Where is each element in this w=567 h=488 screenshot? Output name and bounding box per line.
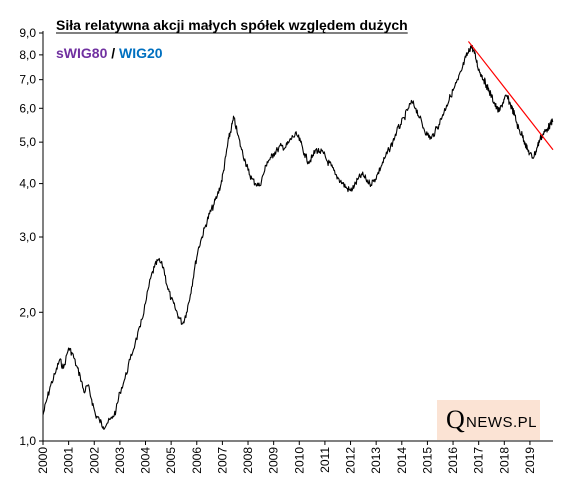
x-tick-label: 2013	[369, 447, 383, 474]
chart-title-group: Siła relatywna akcji małych spółek wzglę…	[56, 17, 408, 34]
y-tick-label: 9,0	[19, 26, 36, 40]
y-tick-label: 8,0	[19, 48, 36, 62]
x-tick-label: 2003	[113, 447, 127, 474]
legend-entry-0: sWIG80	[56, 45, 108, 61]
y-tick-label: 6,0	[19, 101, 36, 115]
x-tick-label: 2014	[395, 447, 409, 474]
x-tick-label: 2009	[267, 447, 281, 474]
y-tick-label: 5,0	[19, 135, 36, 149]
chart-axes	[42, 31, 553, 442]
series-group	[42, 45, 554, 430]
x-tick-label: 2015	[420, 447, 434, 474]
y-tick-label: 1,0	[19, 434, 36, 448]
y-tick-label: 3,0	[19, 230, 36, 244]
x-tick-label: 2002	[87, 447, 101, 474]
trendline	[467, 41, 554, 151]
x-tick-label: 2007	[215, 447, 229, 474]
series-line-0	[42, 45, 554, 430]
x-tick-label: 2008	[241, 447, 255, 474]
x-axis-ticks: 2000 2001 2002 2003 2004 2005 2006 2007 2008 2009…	[36, 441, 537, 474]
x-tick-label: 2012	[344, 447, 358, 474]
trendline-group	[467, 41, 554, 151]
x-tick-label: 2006	[190, 447, 204, 474]
x-tick-label: 2019	[523, 447, 537, 474]
x-tick-label: 2010	[292, 447, 306, 474]
chart-legend: sWIG80 / WIG20	[56, 45, 163, 61]
y-axis-ticks: 1,0 2,0 3,0 4,0 5,0 6,0 7,0 8,0 9,0	[19, 26, 43, 448]
x-tick-label: 2018	[497, 447, 511, 474]
y-tick-label: 2,0	[19, 305, 36, 319]
x-tick-label: 2000	[36, 447, 50, 474]
logo-text: NEWS.PL	[466, 414, 538, 431]
legend-entry-2: WIG20	[119, 45, 163, 61]
x-tick-label: 2004	[139, 447, 153, 474]
qnews-logo: Q NEWS.PL	[437, 400, 540, 440]
x-tick-label: 2011	[318, 447, 332, 473]
x-tick-label: 2005	[164, 447, 178, 474]
y-tick-label: 4,0	[19, 177, 36, 191]
chart-title: Siła relatywna akcji małych spółek wzglę…	[56, 17, 408, 33]
y-tick-label: 7,0	[19, 73, 36, 87]
x-tick-label: 2001	[62, 447, 76, 474]
x-tick-label: 2017	[472, 447, 486, 474]
legend-text: sWIG80 / WIG20	[56, 45, 163, 61]
x-tick-label: 2016	[446, 447, 460, 474]
logo-q-letter: Q	[446, 405, 465, 434]
legend-entry-1: /	[107, 45, 119, 61]
